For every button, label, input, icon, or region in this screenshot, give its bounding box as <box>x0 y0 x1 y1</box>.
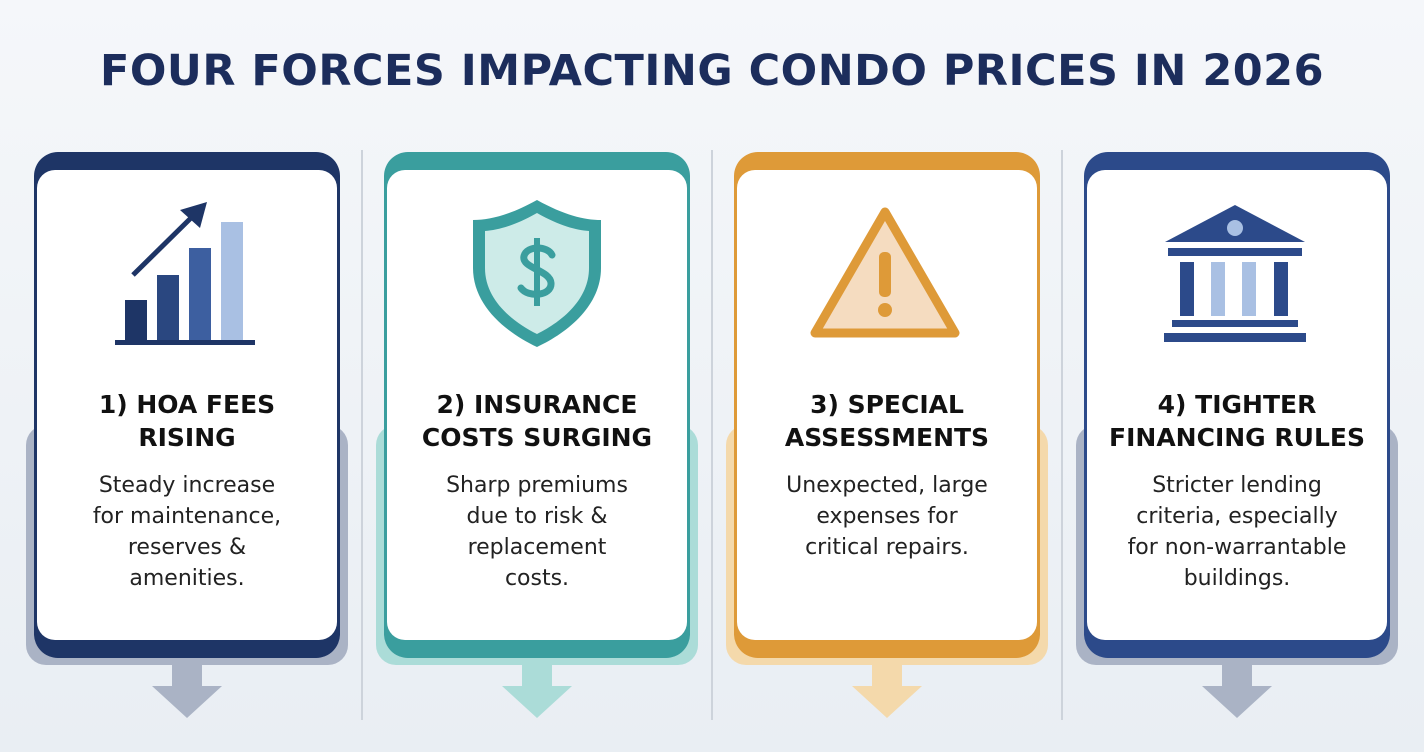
card-description: Stricter lending criteria, especially for … <box>1087 470 1387 594</box>
card-body <box>37 170 337 640</box>
card-description-line: costs. <box>504 566 570 591</box>
card-heading-line: FINANCING RULES <box>1109 423 1365 452</box>
card-heading: 4) TIGHTER FINANCING RULES <box>1087 388 1387 454</box>
card-text: 1) HOA FEES RISING Steady increase for main… <box>37 388 337 594</box>
card-heading-line: COSTS SURGING <box>421 423 653 452</box>
card-heading-line: 3) SPECIAL <box>810 390 964 419</box>
card-description-line: expenses for <box>816 504 958 529</box>
card-description: Steady increase for maintenance, reserves … <box>37 470 337 594</box>
card-description-line: amenities. <box>129 566 245 591</box>
arrow-shaft <box>522 660 552 686</box>
bank-icon <box>1164 205 1306 342</box>
chart-icon <box>115 202 255 345</box>
arrow-head <box>1202 686 1272 718</box>
card-body <box>737 170 1037 640</box>
arrow-shaft <box>172 660 202 686</box>
title: FOUR FORCES IMPACTING CONDO PRICES IN 20… <box>99 46 1325 96</box>
card-heading-line: RISING <box>138 423 236 452</box>
card-heading-line: 2) INSURANCE <box>436 390 638 419</box>
arrow-shaft <box>1222 660 1252 686</box>
card-description-line: for maintenance, <box>92 504 282 529</box>
card-text: 3) SPECIAL ASSESSMENTS Unexpected, large ex… <box>737 388 1037 563</box>
warning-icon <box>810 207 960 338</box>
card-heading: 3) SPECIAL ASSESSMENTS <box>737 388 1037 454</box>
card-description-line: reserves & <box>127 535 247 560</box>
arrow-head <box>852 686 922 718</box>
arrow-head <box>502 686 572 718</box>
card-body <box>387 170 687 640</box>
card-text: 4) TIGHTER FINANCING RULES Stricter lendin… <box>1087 388 1387 594</box>
card-description: Unexpected, large expenses for critical re… <box>737 470 1037 563</box>
card-description-line: Sharp premiums <box>446 473 628 498</box>
card-heading-line: 4) TIGHTER <box>1157 390 1317 419</box>
card-heading-line: 1) HOA FEES <box>98 390 276 419</box>
card-description-line: Stricter lending <box>1152 473 1322 498</box>
card-body <box>1087 170 1387 640</box>
card-heading-line: ASSESSMENTS <box>784 423 990 452</box>
card-heading: 2) INSURANCE COSTS SURGING <box>387 388 687 454</box>
shield-icon <box>473 200 601 347</box>
card-heading: 1) HOA FEES RISING <box>37 388 337 454</box>
card-description-line: criteria, especially <box>1136 504 1338 529</box>
card-description-line: for non-warrantable <box>1127 535 1347 560</box>
arrow-head <box>152 686 222 718</box>
card-description-line: critical repairs. <box>805 535 969 560</box>
card-description-line: due to risk & <box>466 504 608 529</box>
card-description-line: Unexpected, large <box>786 473 988 498</box>
card-description-line: buildings. <box>1183 566 1291 591</box>
card-description: Sharp premiums due to risk & replacement co… <box>387 470 687 594</box>
card-description-line: Steady increase <box>98 473 276 498</box>
card-text: 2) INSURANCE COSTS SURGING Sharp premiums d… <box>387 388 687 594</box>
arrow-shaft <box>872 660 902 686</box>
cards <box>26 152 1398 718</box>
card-description-line: replacement <box>467 535 607 560</box>
